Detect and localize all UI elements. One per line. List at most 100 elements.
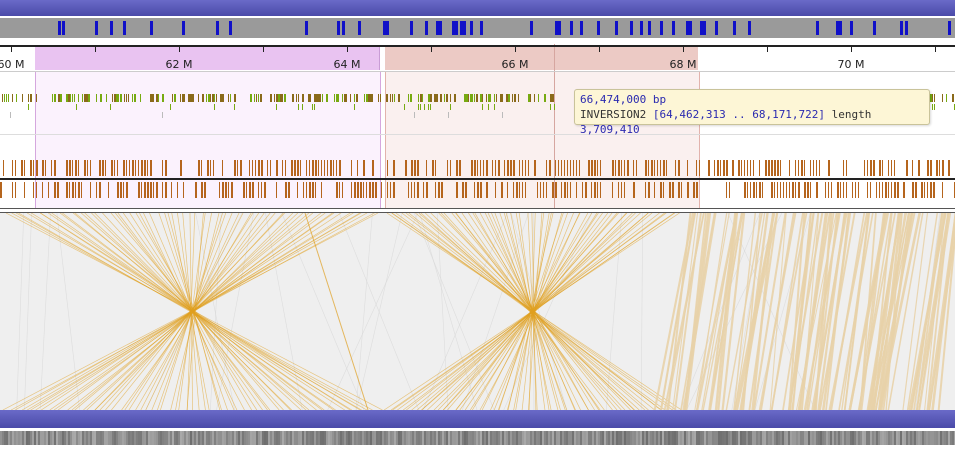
overview-feature-block <box>700 21 706 35</box>
gene-glyph-forward <box>870 160 872 176</box>
overview-bottom-segment <box>674 431 676 445</box>
feature-glyph <box>282 94 283 102</box>
feature-glyph <box>298 94 299 102</box>
overview-bottom-segment <box>436 431 438 445</box>
synteny-inversion-line <box>533 310 618 410</box>
feature-glyph <box>386 94 388 102</box>
synteny-inversion-line <box>474 213 532 312</box>
gene-glyph-forward <box>510 160 512 176</box>
gene-glyph-forward <box>525 160 526 176</box>
gene-glyph-reverse <box>36 182 37 198</box>
feature-glyph <box>474 94 475 102</box>
gene-glyph-forward <box>327 160 328 176</box>
feature-glyph <box>230 94 231 102</box>
overview-bottom-segment <box>696 431 698 445</box>
overview-bottom-segment <box>870 431 872 445</box>
gene-glyph-forward <box>165 160 167 176</box>
overview-bottom-segment <box>894 431 896 445</box>
synteny-parallel-line <box>714 213 737 410</box>
gene-glyph-reverse <box>678 182 680 198</box>
gene-glyph-reverse <box>126 182 128 198</box>
gene-glyph-forward <box>84 160 86 176</box>
overview-bottom-segment <box>28 431 30 445</box>
overview-bottom-segment <box>702 431 704 445</box>
gene-track-forward[interactable] <box>0 160 955 176</box>
gene-glyph-reverse <box>66 182 68 198</box>
gene-glyph-forward <box>675 160 676 176</box>
gene-glyph-forward <box>144 160 146 176</box>
overview-bottom-segment <box>866 431 868 445</box>
overview-feature-block <box>850 21 853 35</box>
feature-glyph <box>100 94 102 102</box>
overview-bottom-track[interactable] <box>0 431 955 445</box>
gene-glyph-reverse <box>633 182 635 198</box>
overview-bottom-segment <box>304 431 306 445</box>
overview-feature-block <box>110 21 113 35</box>
gene-glyph-reverse <box>888 182 889 198</box>
gene-glyph-reverse <box>360 182 362 198</box>
overview-bottom-segment <box>318 431 320 445</box>
overview-bottom-segment <box>314 431 316 445</box>
overview-bottom-segment <box>664 431 666 445</box>
synteny-inversion-line <box>533 213 574 312</box>
gene-glyph-reverse <box>42 182 43 198</box>
gene-glyph-forward <box>777 160 779 176</box>
synteny-inversion-line <box>10 320 176 410</box>
synteny-inversion-line <box>395 213 530 312</box>
gene-glyph-forward <box>714 160 715 176</box>
feature-glyph-sub <box>276 104 277 110</box>
synteny-inversion-line <box>510 213 532 312</box>
gene-track-reverse[interactable] <box>0 182 955 198</box>
overview-bottom-segment <box>482 431 484 445</box>
gene-glyph-reverse <box>81 182 82 198</box>
overview-bottom-segment <box>64 431 66 445</box>
gene-glyph-forward <box>519 160 520 176</box>
overview-bottom-segment <box>190 431 192 445</box>
gene-glyph-reverse <box>852 182 853 198</box>
overview-bottom-segment <box>116 431 118 445</box>
synteny-background-line <box>39 213 51 410</box>
gene-glyph-forward <box>804 160 805 176</box>
feature-glyph <box>6 94 7 102</box>
overview-bottom-segment <box>462 431 464 445</box>
feature-glyph-sub <box>932 104 933 110</box>
gene-glyph-reverse <box>252 182 254 198</box>
synteny-view[interactable] <box>0 213 955 410</box>
overview-bottom-segment <box>938 431 940 445</box>
gene-glyph-reverse <box>411 182 412 198</box>
feature-glyph-sub <box>28 104 29 110</box>
feature-glyph <box>250 94 252 102</box>
overview-bottom-segment <box>880 431 882 445</box>
overview-bottom-segment <box>518 431 520 445</box>
gene-glyph-reverse <box>516 182 518 198</box>
gene-glyph-forward <box>75 160 77 176</box>
overview-chromosome-track[interactable] <box>0 18 955 38</box>
synteny-parallel-line <box>906 213 938 410</box>
gene-glyph-reverse <box>354 182 356 198</box>
gene-glyph-forward <box>948 160 950 176</box>
gene-glyph-forward <box>495 160 496 176</box>
synteny-parallel-line <box>788 213 815 410</box>
gene-glyph-reverse <box>306 182 307 198</box>
feature-glyph-sub <box>418 104 419 110</box>
overview-bottom-segment <box>526 431 528 445</box>
gene-glyph-reverse <box>780 182 781 198</box>
feature-glyph <box>190 94 192 102</box>
feature-glyph <box>482 94 483 102</box>
synteny-inversion-line <box>531 213 564 312</box>
highlight-region-left[interactable] <box>35 46 380 70</box>
gene-glyph-reverse <box>525 182 526 198</box>
overview-bottom-segment <box>892 431 894 445</box>
overview-bottom-segment <box>556 431 558 445</box>
overview-bottom-segment <box>212 431 214 445</box>
gene-glyph-reverse <box>162 182 163 198</box>
overview-bottom-segment <box>238 431 240 445</box>
overview-bottom-segment <box>174 431 176 445</box>
highlight-region-right[interactable] <box>385 46 698 70</box>
overview-bottom-segment <box>282 431 284 445</box>
overview-bottom-segment <box>264 431 266 445</box>
coordinate-ruler[interactable] <box>0 44 955 74</box>
overview-bottom-segment <box>576 431 578 445</box>
overview-feature-block <box>470 21 473 35</box>
gene-glyph-reverse <box>726 182 727 198</box>
